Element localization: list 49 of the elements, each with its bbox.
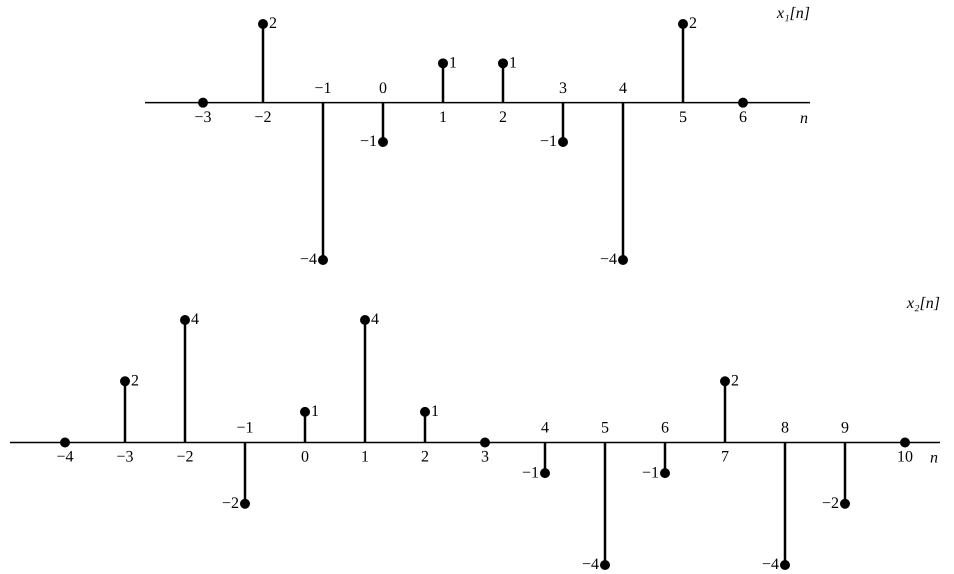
data-label: −4: [600, 251, 617, 268]
data-label: 1: [431, 403, 439, 420]
data-label: −4: [762, 556, 779, 574]
x-axis-title: n: [800, 110, 808, 127]
data-label: 4: [371, 311, 379, 328]
x-tick-label: 2: [421, 448, 429, 466]
x-tick-label: 5: [601, 420, 609, 437]
x-tick-label: −2: [176, 448, 194, 466]
x-axis-title: n: [930, 450, 938, 467]
data-label: −2: [822, 494, 839, 512]
x-tick-label: −3: [194, 108, 212, 126]
data-label: −1: [540, 133, 557, 150]
x-tick-label: 3: [559, 80, 567, 97]
x-tick-label: −1: [236, 420, 254, 437]
chart-title: x₁[n]: [776, 5, 810, 22]
data-label: −1: [642, 464, 659, 482]
data-label: 1: [509, 54, 517, 72]
x-tick-label: 6: [661, 420, 669, 437]
data-label: 1: [449, 54, 457, 72]
x-tick-label: 2: [499, 108, 507, 126]
x-tick-label: 4: [541, 420, 549, 437]
data-label: −2: [222, 494, 239, 512]
data-label: 4: [191, 311, 199, 328]
x-tick-label: 4: [619, 80, 627, 97]
x-tick-label: −2: [254, 108, 272, 126]
data-label: −1: [522, 464, 539, 482]
data-label: 1: [311, 403, 319, 420]
data-label: 2: [731, 372, 739, 390]
x-tick-label: −4: [56, 448, 74, 466]
x-tick-label: 5: [679, 108, 687, 126]
data-label: 2: [131, 372, 139, 390]
x-tick-label: 0: [379, 80, 387, 97]
x-tick-label: −1: [314, 80, 332, 97]
data-label: 2: [269, 15, 277, 32]
data-label: 2: [689, 15, 697, 32]
x-tick-label: 0: [301, 448, 309, 466]
x-tick-label: 1: [361, 448, 369, 466]
x-tick-label: 10: [897, 448, 913, 466]
x-tick-label: −3: [116, 448, 134, 466]
x-tick-label: 9: [841, 420, 849, 437]
x-tick-label: 3: [481, 448, 489, 466]
data-label: −4: [300, 251, 317, 268]
data-label: −4: [582, 556, 599, 574]
data-label: −1: [360, 133, 377, 150]
chart-title: x₂[n]: [906, 295, 940, 312]
x-tick-label: 1: [439, 108, 447, 126]
x-tick-label: 8: [781, 420, 789, 437]
x-tick-label: 6: [739, 108, 747, 126]
x-tick-label: 7: [721, 448, 729, 466]
